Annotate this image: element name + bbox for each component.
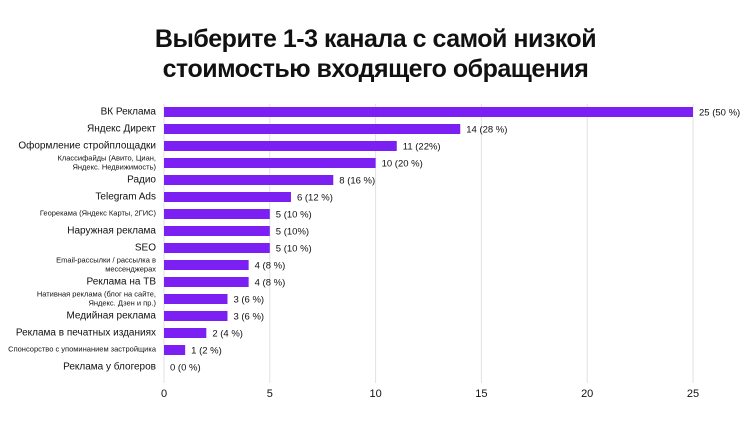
chart-title: Выберите 1-3 канала с самой низкой стоим…: [154, 25, 597, 83]
x-tick-label: 15: [475, 388, 487, 400]
bar: [164, 260, 249, 270]
y-tick-label: Яндекс Директ: [87, 123, 156, 135]
bar: [164, 192, 291, 202]
y-tick-label: Email-рассылки / рассылка в мессенджерах: [56, 255, 156, 273]
value-label: 3 (6 %): [233, 295, 264, 306]
value-label: 1 (2 %): [191, 346, 222, 357]
value-label: 8 (16 %): [339, 176, 375, 187]
value-label: 2 (4 %): [212, 329, 243, 340]
y-tick-label: Георекама (Яндекс Карты, 2ГИС): [39, 208, 156, 218]
y-tick-label: Нативная реклама (блог на сайте, Яндекс.…: [36, 289, 156, 307]
bar: [164, 294, 228, 304]
y-tick-label: ВК Реклама: [100, 106, 156, 118]
value-label: 10 (20 %): [382, 159, 423, 170]
value-label: 0 (0 %): [170, 363, 201, 374]
bar: [164, 328, 207, 338]
y-tick-label: Радио: [127, 174, 156, 186]
y-tick-label: Медийная реклама: [66, 310, 156, 322]
bar: [164, 243, 270, 253]
y-tick-label: Реклама на ТВ: [86, 276, 156, 288]
value-label: 5 (10 %): [276, 210, 312, 221]
bar: [164, 124, 461, 134]
bar: [164, 158, 376, 168]
bar: [164, 107, 693, 117]
y-tick-label: SEO: [134, 242, 156, 254]
y-tick-label: Реклама в печатных изданиях: [15, 327, 156, 339]
value-label: 4 (8 %): [255, 278, 286, 289]
y-tick-label: Классифайды (Авито, Циан, Яндекс. Недвиж…: [57, 153, 157, 171]
value-label: 25 (50 %): [699, 108, 740, 119]
value-label: 5 (10 %): [276, 244, 312, 255]
value-label: 5 (10%): [276, 227, 309, 238]
bar: [164, 277, 249, 287]
y-tick-label: Оформление стройплощадки: [18, 140, 156, 152]
bar: [164, 226, 270, 236]
value-label: 4 (8 %): [255, 261, 286, 272]
bar: [164, 311, 228, 321]
y-tick-label: Telegram Ads: [95, 191, 156, 203]
bar: [164, 209, 270, 219]
x-tick-label: 20: [581, 388, 593, 400]
y-tick-label: Спонсорство с упоминанием застройщика: [8, 344, 156, 354]
x-tick-label: 25: [687, 388, 699, 400]
y-tick-label: Наружная реклама: [67, 225, 156, 237]
value-label: 6 (12 %): [297, 193, 333, 204]
value-label: 11 (22%): [403, 142, 441, 153]
bar: [164, 175, 334, 185]
x-tick-label: 5: [267, 388, 273, 400]
value-label: 14 (28 %): [466, 125, 507, 136]
bar: [164, 141, 397, 151]
y-tick-label: Реклама у блогеров: [63, 361, 156, 373]
x-tick-label: 10: [369, 388, 381, 400]
x-tick-label: 0: [161, 388, 167, 400]
bar: [164, 345, 186, 355]
value-label: 3 (6 %): [233, 312, 264, 323]
